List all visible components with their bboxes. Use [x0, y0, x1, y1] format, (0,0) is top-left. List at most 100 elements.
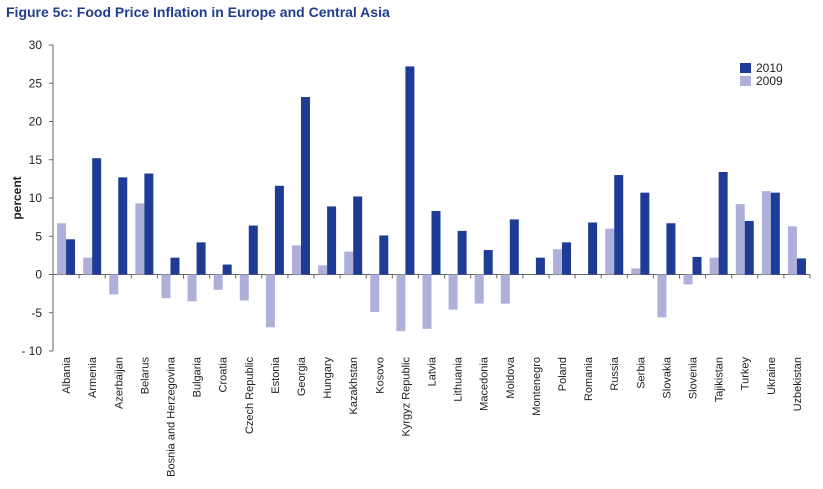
- bar-2010: [770, 192, 780, 275]
- category-label: Belarus: [139, 357, 151, 395]
- bar-2009: [709, 257, 719, 275]
- chart-title: Figure 5c: Food Price Inflation in Europ…: [6, 4, 390, 20]
- bar-2009: [57, 223, 67, 275]
- category-label: Poland: [557, 357, 569, 391]
- y-tick-label: 0: [35, 268, 42, 282]
- y-tick-label: 20: [29, 115, 43, 129]
- category-label: Estonia: [270, 356, 282, 394]
- category-label: Slovenia: [688, 356, 700, 399]
- bar-2009: [318, 265, 328, 275]
- bar-2009: [161, 274, 171, 299]
- category-label: Czech Republic: [244, 357, 256, 435]
- category-label: Turkey: [740, 357, 752, 391]
- legend-label-2010: 2010: [756, 61, 783, 75]
- bar-2009: [291, 245, 301, 275]
- category-label: Bosnia and Herzegovina: [165, 356, 177, 477]
- bar-2010: [144, 173, 154, 275]
- category-label: Azerbaijan: [113, 357, 125, 409]
- y-tick-label: 5: [35, 229, 42, 243]
- y-tick-label: - 10: [21, 344, 42, 358]
- bar-2010: [796, 258, 806, 275]
- category-label: Hungary: [322, 357, 334, 399]
- bar-2010: [666, 223, 676, 275]
- category-label: Serbia: [635, 356, 647, 389]
- legend-swatch-2010: [740, 63, 751, 73]
- bar-2009: [605, 228, 615, 275]
- bar-2009: [396, 274, 406, 332]
- category-labels: Albania Armenia Azerbaijan Belarus Bosnia an…: [61, 356, 804, 477]
- category-label: Georgia: [296, 356, 308, 396]
- category-label: Latvia: [427, 356, 439, 386]
- bar-2010: [535, 257, 545, 275]
- legend-label-2009: 2009: [756, 74, 783, 88]
- bar-2010: [196, 242, 206, 275]
- category-label: Slovakia: [661, 356, 673, 398]
- y-tick-label: -5: [31, 306, 42, 320]
- bar-2009: [787, 226, 797, 275]
- bar-2010: [692, 256, 702, 275]
- bar-2009: [239, 274, 249, 301]
- bar-2010: [562, 242, 572, 275]
- bar-2010: [379, 235, 389, 275]
- bar-2010: [92, 158, 102, 275]
- bar-2010: [614, 175, 624, 275]
- category-label: Romania: [583, 356, 595, 401]
- bar-2010: [744, 220, 754, 275]
- category-label: Lithuania: [453, 356, 465, 402]
- category-label: Uzbekistan: [792, 357, 804, 411]
- y-tick-label: 25: [29, 76, 43, 90]
- bar-2009: [657, 274, 667, 318]
- bar-2010: [66, 239, 76, 275]
- bar-2009: [735, 204, 745, 275]
- bar-2010: [405, 66, 415, 275]
- bar-2009: [761, 191, 771, 275]
- category-label: Montenegro: [531, 357, 543, 416]
- bar-2010: [431, 211, 441, 275]
- bar-2009: [500, 274, 510, 304]
- category-label: Moldova: [505, 356, 517, 398]
- bar-2010: [640, 192, 650, 275]
- category-label: Croatia: [218, 356, 230, 392]
- bar-2009: [370, 274, 380, 312]
- bar-2010: [353, 196, 363, 275]
- bar-2010: [483, 250, 493, 275]
- category-label: Tajikistan: [714, 357, 726, 402]
- bar-2010: [274, 185, 284, 275]
- bar-2010: [718, 171, 728, 275]
- category-label: Ukraine: [766, 357, 778, 395]
- bar-2009: [213, 274, 223, 290]
- bar-2009: [422, 274, 432, 329]
- bar-2010: [588, 222, 598, 275]
- bar-2009: [265, 274, 275, 328]
- bar-2010: [300, 97, 310, 275]
- y-axis-label: percent: [10, 176, 24, 219]
- bar-2010: [170, 257, 180, 275]
- category-label: Armenia: [87, 356, 99, 398]
- bars: [57, 66, 806, 332]
- category-label: Kazakhstan: [348, 357, 360, 414]
- bar-2009: [448, 274, 458, 310]
- bar-2009: [683, 274, 693, 285]
- bar-2010: [248, 225, 258, 275]
- bar-2009: [135, 203, 145, 275]
- bar-2010: [457, 230, 467, 275]
- bar-2009: [187, 274, 197, 302]
- bar-2009: [109, 274, 119, 295]
- category-label: Macedonia: [479, 356, 491, 411]
- category-label: Kyrgyz Republic: [400, 357, 412, 437]
- category-label: Russia: [609, 356, 621, 391]
- category-label: Kosovo: [374, 357, 386, 394]
- bar-2009: [553, 249, 563, 275]
- y-tick-label: 15: [29, 153, 43, 167]
- bar-2010: [327, 206, 337, 275]
- y-tick-label: 10: [29, 191, 43, 205]
- bar-2009: [474, 274, 484, 304]
- bar-2009: [631, 268, 641, 275]
- bar-2010: [118, 177, 128, 275]
- axes: - 10 -5 0 5 10 15 20 25 30: [21, 38, 811, 358]
- bar-2009: [344, 251, 354, 275]
- category-label: Bulgaria: [192, 356, 204, 397]
- bar-2010: [509, 219, 519, 275]
- bar-2009: [83, 257, 93, 275]
